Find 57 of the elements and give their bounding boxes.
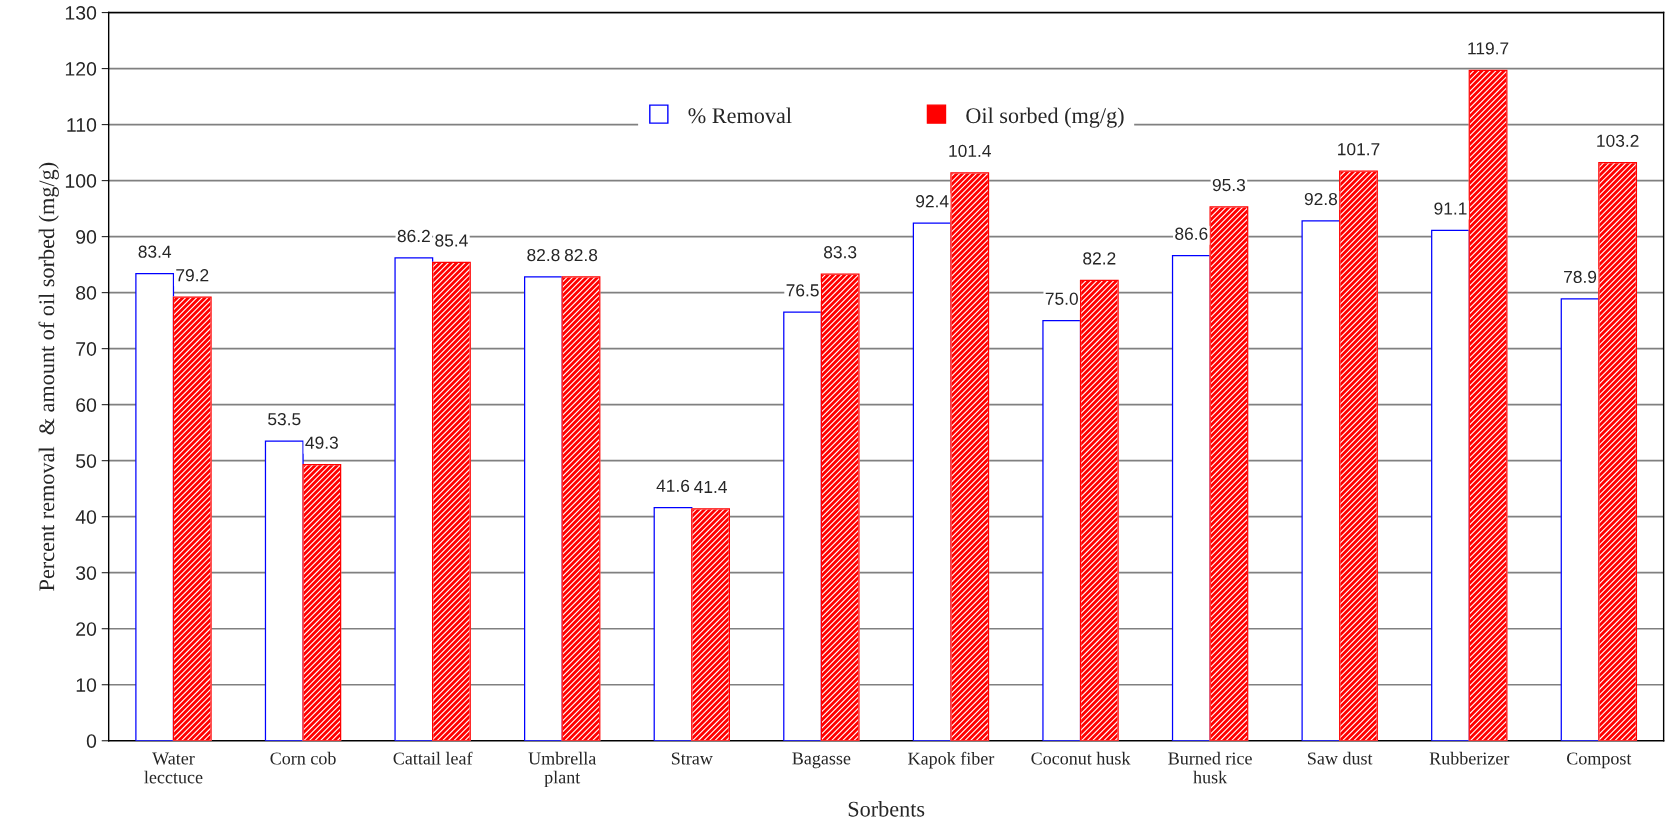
data-label: 91.1 (1434, 202, 1467, 215)
x-axis-title: Sorbents (848, 801, 925, 817)
legend-label: % Removal (688, 107, 792, 124)
data-label: 75.0 (1045, 292, 1078, 305)
y-axis-title: Percent removal & amount of oil sorbed (mg/g) (38, 162, 59, 591)
data-label: 86.2 (397, 229, 430, 243)
data-label: 53.5 (268, 413, 301, 426)
data-label: 82.8 (564, 248, 598, 262)
y-tick-label: 30 (75, 566, 97, 580)
y-tick-label: 80 (76, 286, 97, 300)
x-tick-label: Umbrella plant (528, 751, 597, 788)
data-label: 79.2 (176, 269, 209, 282)
x-tick-label: Cattail leaf (393, 751, 473, 765)
bar (1560, 298, 1600, 741)
y-tick-label: 0 (86, 734, 97, 748)
data-label: 83.4 (138, 245, 172, 258)
data-label: 41.4 (694, 480, 727, 493)
x-tick-label: Compost (1566, 752, 1632, 769)
data-label: 92.4 (916, 195, 949, 208)
y-tick-label: 50 (76, 454, 97, 468)
data-label: 82.2 (1083, 252, 1116, 265)
x-tick-label: Water lecctuce (144, 752, 203, 784)
bar (1171, 255, 1211, 741)
data-label: 92.8 (1304, 192, 1338, 206)
y-tick-label: 60 (76, 398, 97, 412)
x-tick-label: Kapok fiber (908, 751, 995, 769)
y-tick-label: 70 (76, 342, 97, 356)
y-tick-label: 20 (76, 622, 97, 636)
data-label: 76.5 (786, 284, 819, 297)
y-tick-label: 90 (76, 230, 97, 244)
data-label: 103.2 (1597, 134, 1639, 147)
bar (912, 222, 952, 741)
x-tick-label: Rubberizer (1429, 751, 1510, 765)
y-tick-label: 100 (65, 174, 97, 188)
y-tick-label: 10 (76, 678, 97, 692)
data-label: 95.3 (1212, 178, 1246, 192)
y-tick-label: 40 (75, 510, 97, 524)
data-label: 83.3 (824, 246, 857, 259)
y-tick-label: 130 (65, 6, 97, 20)
data-label: 119.7 (1468, 42, 1509, 55)
legend-label: Oil sorbed (mg/g) (966, 107, 1124, 128)
data-label: 86.6 (1175, 227, 1208, 240)
x-tick-label: Burned rice husk (1168, 751, 1252, 784)
x-tick-label: Saw dust (1308, 751, 1373, 765)
y-tick-label: 120 (65, 62, 97, 76)
x-tick-label: Bagasse (792, 752, 851, 769)
data-label: 41.6 (656, 479, 690, 492)
data-label: 49.3 (305, 436, 338, 449)
y-tick-label: 110 (67, 118, 97, 132)
data-label: 82.8 (527, 248, 560, 262)
x-tick-label: Coconut husk (1031, 751, 1131, 765)
data-label: 101.4 (949, 144, 991, 157)
data-label: 85.4 (435, 234, 468, 247)
data-label: 101.7 (1338, 143, 1380, 156)
data-label: 78.9 (1564, 270, 1597, 284)
x-tick-label: Straw (671, 752, 713, 765)
x-tick-label: Corn cob (270, 751, 336, 765)
